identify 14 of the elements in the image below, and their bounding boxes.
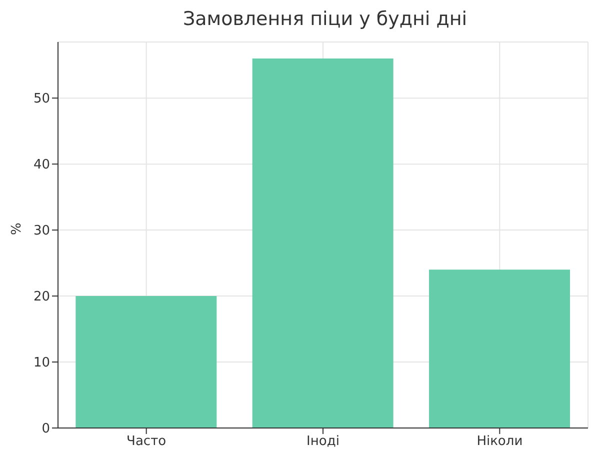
- chart-title: Замовлення піци у будні дні: [182, 8, 468, 32]
- y-tick-label: 30: [33, 224, 50, 239]
- y-tick-label: 10: [33, 356, 50, 371]
- y-tick-label: 0: [42, 422, 50, 437]
- bar: [429, 270, 570, 428]
- y-axis-title: %: [10, 222, 25, 235]
- x-tick-label: Ніколи: [476, 434, 523, 450]
- y-tick-label: 50: [33, 92, 50, 107]
- y-tick-label: 20: [33, 290, 50, 305]
- y-tick-label: 40: [33, 158, 50, 173]
- bar: [252, 58, 394, 428]
- x-tick-label: Часто: [126, 434, 166, 450]
- x-tick-label: Іноді: [306, 434, 340, 450]
- bar: [76, 296, 217, 428]
